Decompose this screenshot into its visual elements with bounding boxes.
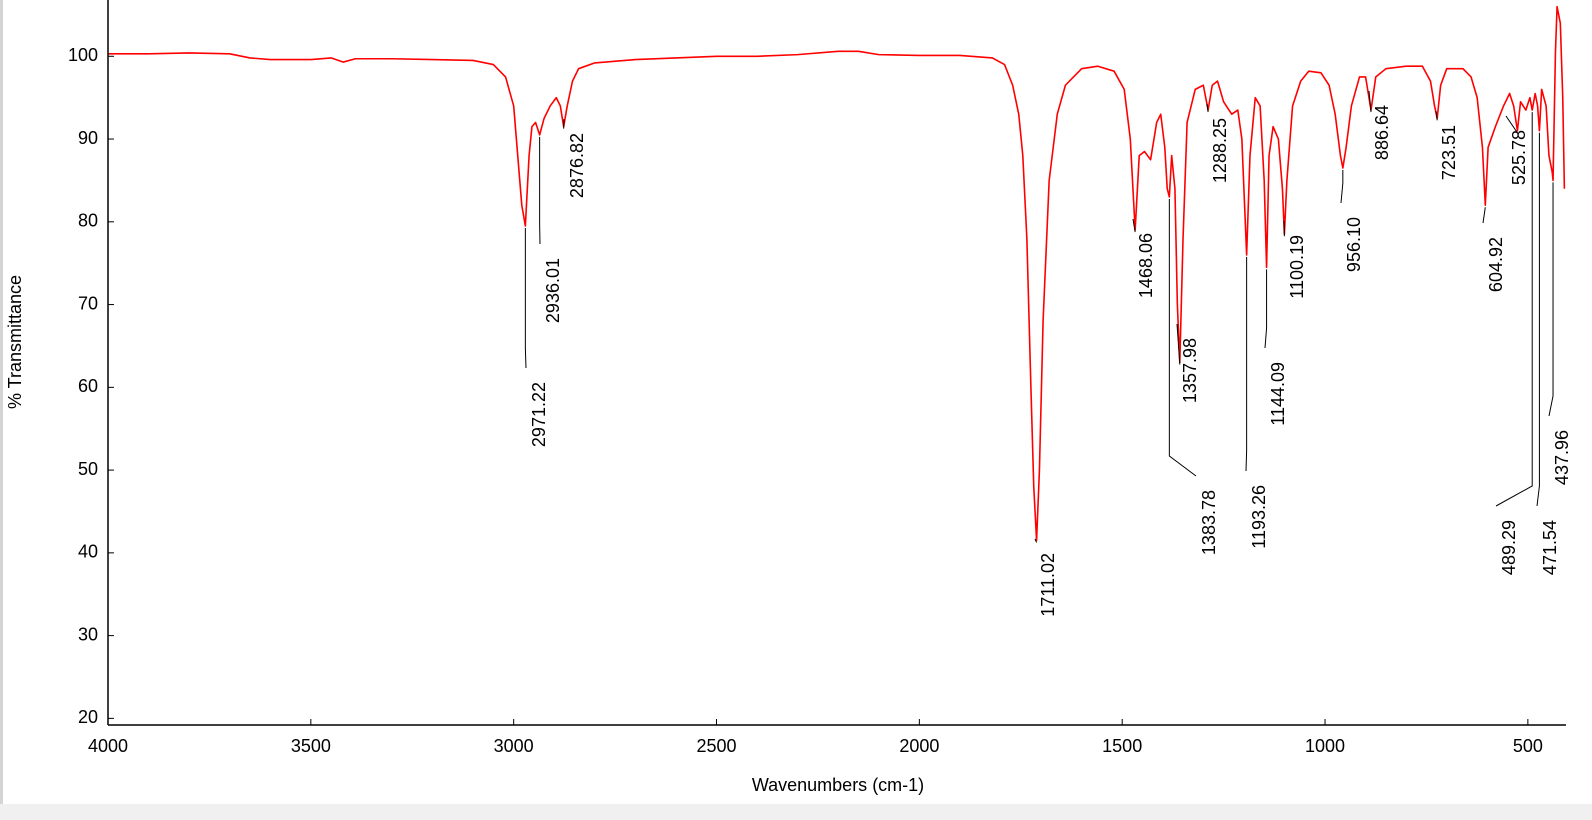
peak-leader xyxy=(1206,103,1209,113)
y-tick-label: 80 xyxy=(78,211,98,231)
peak-leader xyxy=(1168,198,1197,477)
x-axis-label: Wavenumbers (cm-1) xyxy=(752,775,924,795)
peak-leader xyxy=(1482,207,1486,224)
peak-label: 1193.26 xyxy=(1249,485,1269,549)
peak-label: 1288.25 xyxy=(1210,118,1230,183)
peak-label: 1711.02 xyxy=(1038,553,1058,617)
axes-layer: 20 30 40 50 60 70 80 90 100 4000 3500 3000 2500 2000 1… xyxy=(68,45,1543,756)
peak-label: 2936.01 xyxy=(543,258,563,323)
peak-leader xyxy=(1132,218,1136,233)
peak-leader xyxy=(1548,182,1554,417)
left-border xyxy=(0,0,3,820)
y-axis-label: % Transmittance xyxy=(5,275,25,409)
x-tick-label: 1000 xyxy=(1305,736,1345,756)
peak-leader xyxy=(1505,115,1518,134)
peak-label: 2971.22 xyxy=(529,382,549,447)
y-tick-label: 60 xyxy=(78,376,98,396)
y-tick-label: 20 xyxy=(78,707,98,727)
peak-leader xyxy=(1368,90,1372,113)
peak-leader xyxy=(1034,538,1038,543)
x-tick-label: 3500 xyxy=(291,736,331,756)
plot-area xyxy=(108,5,1566,542)
peak-label: 1100.19 xyxy=(1287,235,1307,299)
peak-label: 1144.09 xyxy=(1268,362,1288,426)
y-tick-label: 50 xyxy=(78,459,98,479)
x-tick-label: 1500 xyxy=(1102,736,1142,756)
peak-leader xyxy=(524,227,527,369)
peak-leader xyxy=(1536,132,1540,507)
peak-label: 471.54 xyxy=(1540,520,1560,575)
peak-label: 1357.98 xyxy=(1180,338,1200,403)
status-strip xyxy=(0,804,1592,820)
peak-leader xyxy=(1176,323,1181,365)
peak-leader xyxy=(1435,110,1438,121)
x-tick-label: 4000 xyxy=(88,736,128,756)
peak-leader xyxy=(1495,112,1533,507)
peak-label: 437.96 xyxy=(1552,430,1572,485)
x-tick-label: 2000 xyxy=(899,736,939,756)
y-tick-label: 90 xyxy=(78,128,98,148)
x-tick-label: 3000 xyxy=(494,736,534,756)
peak-label: 604.92 xyxy=(1486,237,1506,292)
spectrum-line xyxy=(108,5,1566,542)
x-tick-label: 500 xyxy=(1513,736,1543,756)
peak-leader xyxy=(1245,256,1248,472)
peak-label: 886.64 xyxy=(1372,105,1392,160)
peak-label: 1383.78 xyxy=(1199,490,1219,555)
peak-label: 956.10 xyxy=(1344,217,1364,272)
y-tick-label: 70 xyxy=(78,293,98,313)
y-tick-label: 40 xyxy=(78,542,98,562)
peak-label: 2876.82 xyxy=(567,133,587,198)
y-tick-label: 100 xyxy=(68,45,98,65)
peak-leader xyxy=(1340,170,1344,204)
peak-leader xyxy=(1264,269,1268,349)
peak-label: 723.51 xyxy=(1439,125,1459,180)
peak-label: 525.78 xyxy=(1509,130,1529,185)
peak-label: 489.29 xyxy=(1499,520,1519,575)
peak-label: 1468.06 xyxy=(1136,233,1156,298)
x-tick-label: 2500 xyxy=(696,736,736,756)
annotation-layer: 2971.22 2936.01 2876.82 1711.02 1468.06 1383.… xyxy=(524,90,1572,617)
y-tick-label: 30 xyxy=(78,624,98,644)
